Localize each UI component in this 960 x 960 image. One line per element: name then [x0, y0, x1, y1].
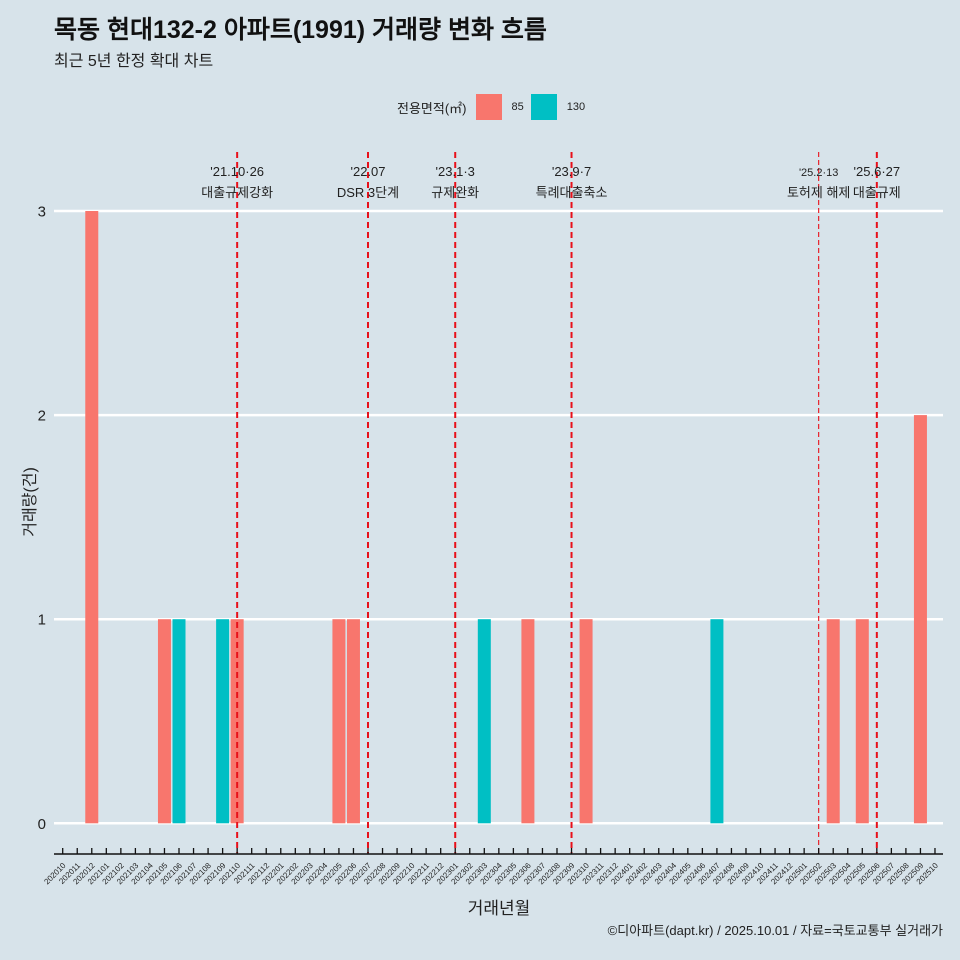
y-tick-label: 3 [38, 204, 46, 221]
event-description-label: 특례대출축소 [536, 185, 608, 200]
legend-key-85 [475, 94, 502, 120]
event-date-label: '25.2·13 [799, 167, 838, 179]
bars [85, 211, 927, 824]
bar-85-202509 [913, 415, 927, 824]
y-tick-label: 1 [38, 612, 46, 629]
bar-85-202205 [332, 619, 346, 824]
chart-title: 목동 현대132-2 아파트(1991) 거래량 변화 흐름 [54, 16, 547, 44]
x-axis: 2020102020112020122021012021022021032021… [42, 848, 943, 886]
chart-subtitle: 최근 5년 한정 확대 차트 [54, 53, 214, 70]
x-axis-title: 거래년월 [468, 899, 531, 918]
bar-130-202109 [216, 619, 230, 824]
event-date-label: '21.10·26 [210, 164, 264, 179]
gridlines [54, 209, 943, 825]
bar-85-202110 [230, 619, 244, 824]
event-lines: '21.10·26 대출규제강화 '22.07 DSR 3단계 '23.1·3 규제완화 '… [201, 152, 901, 853]
bar-130-202106 [172, 619, 186, 824]
bar-85-202310 [579, 619, 593, 824]
footer-credit: ©디아파트(dapt.kr) / 2025.10.01 / 자료=국토교통부 실… [607, 923, 943, 938]
event-description-label: 규제완화 [431, 185, 479, 200]
bar-130-202407 [710, 619, 724, 824]
bar-130-202303 [477, 619, 491, 824]
legend-label-130: 130 [566, 101, 586, 113]
bar-85-202012 [85, 211, 99, 824]
legend: 전용면적(㎡) 85 130 [397, 94, 592, 120]
event-description-label: 토허제 해제 [787, 185, 850, 200]
legend-title: 전용면적(㎡) [397, 100, 467, 116]
bar-85-202206 [346, 619, 360, 824]
event-description-label: 대출규제강화 [201, 185, 273, 200]
event-date-label: '23.9·7 [552, 164, 591, 179]
legend-label-85: 85 [511, 101, 524, 113]
event-date-label: '22.07 [350, 164, 385, 179]
event-date-label: '25.6·27 [854, 164, 901, 179]
bar-85-202105 [157, 619, 171, 824]
y-axis-title: 거래량(건) [21, 467, 39, 537]
y-axis-tick-labels: 0 1 2 3 [38, 204, 46, 833]
bar-85-202306 [521, 619, 535, 824]
event-date-label: '23.1·3 [436, 164, 475, 179]
y-tick-label: 2 [38, 408, 46, 425]
event-description-label: 대출규제 [853, 185, 901, 200]
legend-key-130 [530, 94, 557, 120]
bar-85-202503 [826, 619, 840, 824]
bar-85-202505 [855, 619, 869, 824]
event-description-label: DSR 3단계 [337, 185, 399, 200]
y-tick-label: 0 [38, 816, 46, 833]
